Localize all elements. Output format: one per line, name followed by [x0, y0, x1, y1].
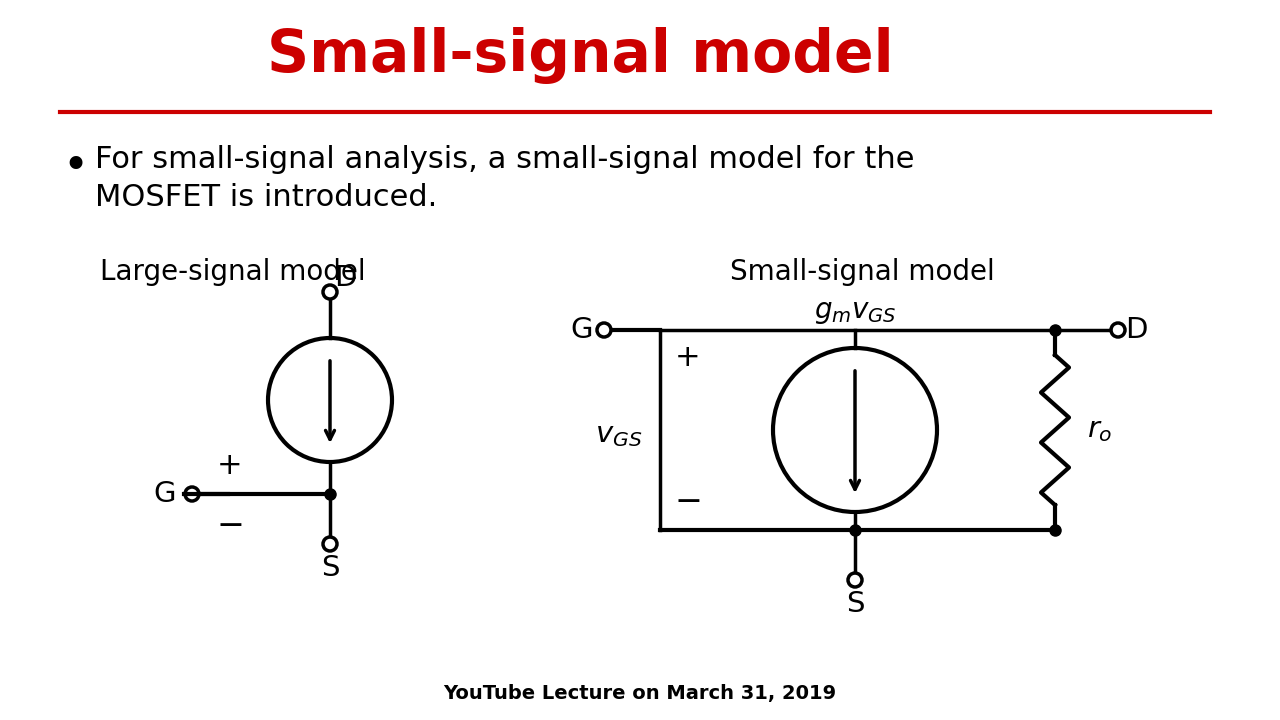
Text: D: D [334, 264, 356, 292]
Text: Large-signal model: Large-signal model [100, 258, 366, 286]
Text: S: S [846, 590, 864, 618]
Text: MOSFET is introduced.: MOSFET is introduced. [95, 183, 438, 212]
Text: YouTube Lecture on March 31, 2019: YouTube Lecture on March 31, 2019 [443, 685, 837, 703]
Text: D: D [1125, 316, 1147, 344]
Text: $v_{GS}$: $v_{GS}$ [595, 421, 643, 449]
Text: G: G [571, 316, 593, 344]
Text: +: + [675, 343, 701, 372]
Text: G: G [154, 480, 177, 508]
Text: $g_m v_{GS}$: $g_m v_{GS}$ [814, 298, 896, 326]
Text: For small-signal analysis, a small-signal model for the: For small-signal analysis, a small-signa… [95, 145, 914, 174]
Text: S: S [321, 554, 339, 582]
Text: $r_o$: $r_o$ [1087, 416, 1112, 444]
Text: −: − [216, 510, 244, 542]
Text: Small-signal model: Small-signal model [266, 27, 893, 84]
Text: +: + [218, 451, 243, 480]
Text: −: − [675, 485, 701, 518]
Text: •: • [61, 145, 88, 188]
Text: Small-signal model: Small-signal model [730, 258, 995, 286]
